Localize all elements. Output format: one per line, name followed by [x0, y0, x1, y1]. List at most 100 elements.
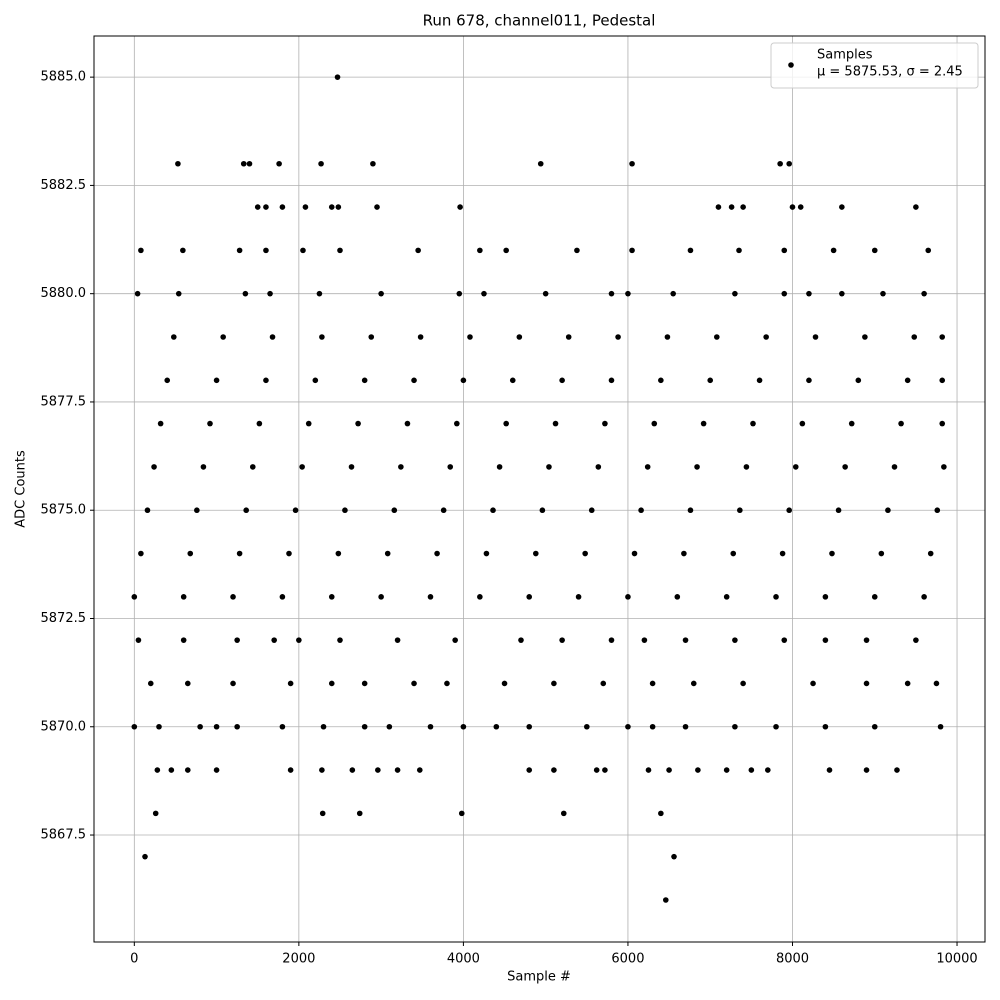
point	[728, 204, 735, 210]
plot-frame	[93, 35, 986, 943]
point	[184, 767, 191, 773]
point	[781, 247, 788, 254]
point	[370, 160, 376, 167]
point	[737, 507, 743, 514]
point	[384, 550, 391, 557]
point	[911, 334, 918, 340]
point	[863, 680, 870, 687]
point	[542, 290, 549, 297]
point	[551, 680, 557, 687]
point	[415, 247, 421, 254]
point	[792, 464, 799, 470]
point	[460, 377, 467, 384]
point	[855, 377, 862, 384]
point	[526, 723, 533, 730]
point	[799, 420, 806, 427]
point	[537, 160, 544, 167]
point	[789, 204, 796, 210]
point	[213, 377, 220, 384]
point	[279, 723, 286, 730]
point	[641, 637, 648, 643]
point	[287, 767, 294, 773]
point	[356, 810, 363, 817]
point	[240, 160, 247, 167]
point	[434, 550, 440, 557]
point	[302, 204, 309, 210]
point	[263, 204, 269, 210]
point	[625, 723, 631, 730]
point	[559, 377, 565, 384]
point	[213, 767, 220, 773]
point	[700, 420, 707, 427]
point	[131, 594, 138, 600]
point	[416, 767, 423, 773]
point	[337, 637, 343, 643]
point	[234, 723, 240, 730]
point	[941, 464, 947, 470]
point	[600, 680, 607, 687]
point	[740, 680, 746, 687]
point	[927, 550, 934, 557]
point	[723, 767, 730, 773]
point	[175, 160, 181, 167]
points	[131, 74, 947, 903]
point	[319, 767, 325, 773]
legend-marker	[788, 62, 794, 68]
point	[921, 594, 927, 600]
point	[452, 637, 458, 643]
point	[404, 420, 411, 427]
point	[361, 377, 368, 384]
point	[417, 334, 424, 340]
point	[671, 853, 677, 860]
x-tick-label: 2000	[282, 952, 315, 967]
point	[608, 637, 615, 643]
point	[842, 464, 848, 470]
point	[328, 680, 335, 687]
point	[454, 420, 460, 427]
point	[171, 334, 177, 340]
point	[386, 723, 393, 730]
point	[378, 290, 384, 297]
point	[184, 680, 191, 687]
point	[835, 507, 842, 514]
point	[349, 767, 356, 773]
point	[546, 464, 552, 470]
point	[863, 767, 870, 773]
point	[493, 723, 500, 730]
point	[682, 723, 689, 730]
point	[518, 637, 524, 643]
point	[662, 897, 669, 903]
point	[629, 160, 635, 167]
point	[765, 767, 771, 773]
point	[574, 247, 580, 254]
point	[822, 594, 829, 600]
point	[496, 464, 503, 470]
point	[157, 420, 164, 427]
point	[913, 637, 919, 643]
point	[773, 594, 779, 600]
point	[839, 204, 845, 210]
point	[649, 680, 656, 687]
point	[871, 594, 878, 600]
point	[457, 204, 463, 210]
point	[180, 637, 187, 643]
point	[391, 507, 398, 514]
x-tick-label: 6000	[611, 952, 644, 967]
point	[490, 507, 496, 514]
point	[658, 377, 664, 384]
y-tick-label: 5877.5	[41, 394, 87, 409]
x-tick-label: 0	[130, 952, 138, 967]
point	[559, 637, 565, 643]
point	[458, 810, 465, 817]
point	[427, 723, 434, 730]
point	[625, 594, 631, 600]
point	[526, 594, 533, 600]
point	[921, 290, 927, 297]
point	[925, 247, 932, 254]
point	[361, 680, 368, 687]
point	[649, 723, 656, 730]
point	[904, 377, 911, 384]
point	[444, 680, 450, 687]
